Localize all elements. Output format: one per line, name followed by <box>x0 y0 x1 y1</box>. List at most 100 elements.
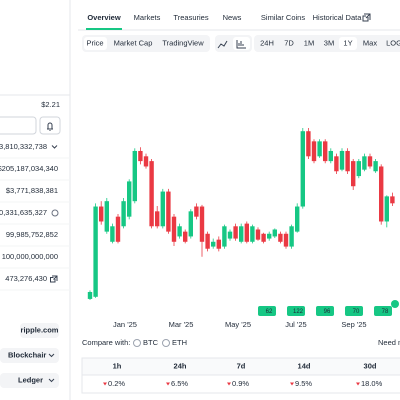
badge[interactable] <box>374 306 392 316</box>
website: ripple.com <box>21 325 59 334</box>
candle-body <box>289 226 294 247</box>
info-icon <box>51 209 59 217</box>
change-value: 9.5% <box>295 379 312 388</box>
view-option[interactable]: Market Cap <box>114 38 153 47</box>
radio[interactable] <box>133 339 141 347</box>
badge[interactable] <box>258 306 276 316</box>
view-option[interactable]: TradingView <box>162 38 204 47</box>
candle-body <box>171 216 177 242</box>
candle-body <box>194 206 199 217</box>
wallet: Ledger <box>18 375 43 384</box>
badge-label: 70 <box>353 309 360 315</box>
stat-value: $205,187,034,340 <box>0 164 58 173</box>
compare-option: ETH <box>172 338 187 347</box>
badge[interactable] <box>287 306 305 316</box>
stat-value: $3,771,838,381 <box>6 186 58 195</box>
candle-body <box>199 206 205 242</box>
down-arrow <box>103 382 107 386</box>
candle-body <box>300 131 305 207</box>
candle-body <box>255 229 261 240</box>
range-option[interactable]: LOG <box>386 38 400 47</box>
candle-body <box>367 156 373 167</box>
tab[interactable]: Historical Data <box>313 13 363 22</box>
stat-value: 473,276,430 <box>5 274 47 283</box>
candle-body <box>362 156 367 170</box>
explorer-button[interactable] <box>0 348 59 363</box>
x-tick-label: May '25 <box>225 320 251 329</box>
badge[interactable] <box>345 306 363 316</box>
stat-value: 60,331,635,327 <box>0 208 47 217</box>
candle-body <box>261 233 266 242</box>
external-icon <box>50 275 58 283</box>
candle-body <box>384 196 389 222</box>
candle-body <box>121 201 126 227</box>
tab[interactable]: Similar Coins <box>261 13 305 22</box>
help-link[interactable]: Need m <box>378 338 400 347</box>
candle-body <box>155 211 160 227</box>
change-value: 6.5% <box>171 379 188 388</box>
chart-icons[interactable] <box>217 40 246 49</box>
tab[interactable]: Markets <box>134 13 161 22</box>
view-group <box>82 35 210 52</box>
website-button[interactable] <box>20 323 59 338</box>
candle-body <box>283 233 289 247</box>
badge-label: 78 <box>382 309 389 315</box>
candle-body <box>272 229 277 237</box>
selected-view <box>84 37 107 50</box>
candle-body <box>345 150 350 172</box>
alert-button[interactable] <box>39 116 61 135</box>
stat-value: 100,000,000,000 <box>2 252 58 261</box>
candle-body <box>233 226 238 239</box>
tab[interactable]: Treasuries <box>173 13 208 22</box>
candle-body <box>211 241 216 247</box>
candle-body <box>183 231 188 242</box>
range-option[interactable]: Max <box>363 38 377 47</box>
change-value: 0.9% <box>232 379 249 388</box>
tab[interactable]: Overview <box>87 13 121 22</box>
compare-option: BTC <box>143 338 159 347</box>
badge-label: 122 <box>293 309 304 315</box>
table-row <box>81 374 400 394</box>
range-option[interactable]: 1Y <box>343 38 352 47</box>
candle-body <box>379 166 384 222</box>
wallet-button[interactable] <box>0 373 59 388</box>
chevron <box>51 145 58 149</box>
candle-body <box>267 233 272 239</box>
x-tick-label: Jan '25 <box>113 320 137 329</box>
badge[interactable] <box>316 306 334 316</box>
range-option[interactable]: 3M <box>324 38 334 47</box>
candle-body <box>295 206 300 232</box>
down-arrow <box>166 382 170 386</box>
radio[interactable] <box>162 339 170 347</box>
explorer: Blockchair <box>8 350 46 359</box>
view-option[interactable]: Price <box>86 38 103 47</box>
candle-body <box>222 226 227 247</box>
range-option[interactable]: 1M <box>304 38 314 47</box>
candle-body <box>110 226 115 242</box>
input[interactable] <box>0 116 37 135</box>
range-option[interactable]: 7D <box>284 38 294 47</box>
tab[interactable]: News <box>223 13 242 22</box>
x-tick-label: Jul '25 <box>285 320 306 329</box>
candle-body <box>104 201 109 232</box>
stat-value: 23,810,332,738 <box>0 142 47 151</box>
candle-body <box>373 161 378 172</box>
table-header: 24h <box>174 361 187 370</box>
candle-body <box>166 191 171 232</box>
change-value: 0.2% <box>108 379 125 388</box>
candle-body <box>93 206 98 297</box>
candle-body <box>334 156 339 172</box>
table-header: 14d <box>298 361 311 370</box>
change-value: 18.0% <box>361 379 383 388</box>
x-tick-label: Mar '25 <box>169 320 194 329</box>
candle-body <box>138 150 143 162</box>
bell-icon <box>47 122 53 131</box>
candle-body <box>323 141 328 162</box>
candle-body <box>250 226 255 242</box>
candle-body <box>311 141 317 162</box>
candle-body <box>244 223 249 242</box>
table-header: 1h <box>113 361 122 370</box>
range-option[interactable]: 24H <box>260 38 274 47</box>
chevron <box>48 353 55 383</box>
